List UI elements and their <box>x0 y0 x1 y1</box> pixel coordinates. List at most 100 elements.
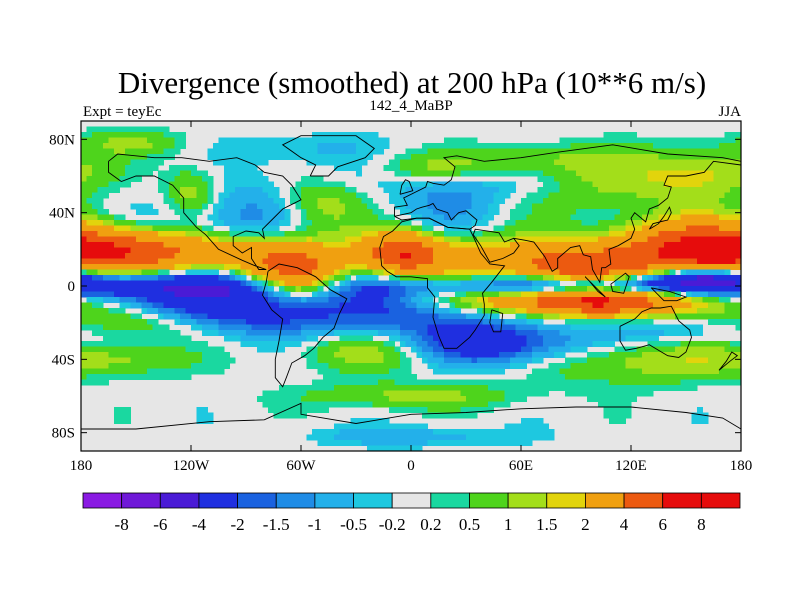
field-cell <box>136 126 142 133</box>
field-cell <box>268 192 274 199</box>
field-cell <box>273 346 280 353</box>
field-cell <box>301 297 307 303</box>
field-cell <box>433 352 439 358</box>
field-cell <box>196 231 203 237</box>
field-cell <box>229 275 236 281</box>
field-cell <box>400 242 406 248</box>
field-cell <box>345 209 351 215</box>
field-cell <box>262 253 269 259</box>
field-cell <box>169 286 175 292</box>
field-cell <box>647 203 654 210</box>
field-cell <box>669 286 676 292</box>
field-cell <box>697 154 703 160</box>
field-cell <box>295 181 302 188</box>
field-cell <box>444 346 450 353</box>
field-cell <box>295 319 302 325</box>
field-cell <box>191 286 197 292</box>
field-cell <box>411 154 417 160</box>
field-cell <box>730 198 736 204</box>
field-cell <box>405 368 412 375</box>
field-cell <box>141 363 148 369</box>
field-cell <box>268 291 274 298</box>
field-cell <box>554 264 560 270</box>
field-cell <box>163 258 170 265</box>
field-cell <box>97 192 104 199</box>
field-cell <box>438 148 445 155</box>
field-cell <box>339 132 346 138</box>
field-cell <box>730 363 736 369</box>
field-cell <box>504 291 511 298</box>
field-cell <box>279 247 285 254</box>
field-cell <box>537 385 544 391</box>
field-cell <box>735 148 741 155</box>
field-cell <box>669 374 676 380</box>
field-cell <box>279 335 285 342</box>
field-cell <box>554 176 560 182</box>
field-cell <box>592 220 599 226</box>
field-cell <box>345 286 351 292</box>
field-cell <box>136 253 142 259</box>
field-cell <box>438 275 445 281</box>
field-cell <box>158 236 164 243</box>
field-cell <box>191 368 197 375</box>
field-cell <box>180 280 186 287</box>
field-cell <box>620 269 626 276</box>
field-cell <box>235 225 241 232</box>
field-cell <box>174 242 181 248</box>
field-cell <box>114 357 120 364</box>
field-cell <box>350 192 357 199</box>
field-cell <box>147 170 153 177</box>
field-cell <box>235 291 241 298</box>
field-cell <box>477 203 483 210</box>
field-cell <box>433 286 439 292</box>
field-cell <box>719 181 725 188</box>
field-cell <box>361 319 368 325</box>
field-cell <box>702 192 709 199</box>
field-cell <box>312 143 318 149</box>
field-cell <box>515 154 522 160</box>
field-cell <box>114 220 120 226</box>
field-cell <box>389 253 395 259</box>
field-cell <box>92 214 98 221</box>
field-cell <box>290 319 296 325</box>
field-cell <box>532 385 538 391</box>
field-cell <box>669 346 676 353</box>
field-cell <box>548 264 555 270</box>
field-cell <box>202 357 208 364</box>
field-cell <box>433 264 439 270</box>
field-cell <box>719 264 725 270</box>
field-cell <box>713 264 720 270</box>
field-cell <box>543 385 549 391</box>
field-cell <box>185 264 192 270</box>
field-cell <box>224 363 230 369</box>
field-cell <box>444 280 450 287</box>
field-cell <box>482 330 489 336</box>
field-cell <box>328 280 335 287</box>
field-cell <box>279 275 285 281</box>
field-cell <box>658 302 665 309</box>
field-cell <box>576 308 582 314</box>
field-cell <box>367 247 373 254</box>
field-cell <box>400 269 406 276</box>
field-cell <box>185 181 192 188</box>
field-cell <box>675 148 681 155</box>
field-cell <box>81 165 87 171</box>
field-cell <box>345 225 351 232</box>
field-cell <box>526 275 533 281</box>
field-cell <box>521 165 527 171</box>
field-cell <box>317 319 324 325</box>
field-cell <box>526 374 533 380</box>
field-cell <box>581 346 588 353</box>
field-cell <box>466 165 472 171</box>
field-cell <box>598 176 604 182</box>
field-cell <box>493 324 500 331</box>
field-cell <box>268 313 274 320</box>
field-cell <box>614 396 621 402</box>
field-cell <box>136 137 142 144</box>
field-cell <box>422 220 428 226</box>
field-cell <box>345 253 351 259</box>
field-cell <box>350 297 357 303</box>
field-cell <box>433 209 439 215</box>
field-cell <box>235 187 241 193</box>
field-cell <box>598 225 604 232</box>
